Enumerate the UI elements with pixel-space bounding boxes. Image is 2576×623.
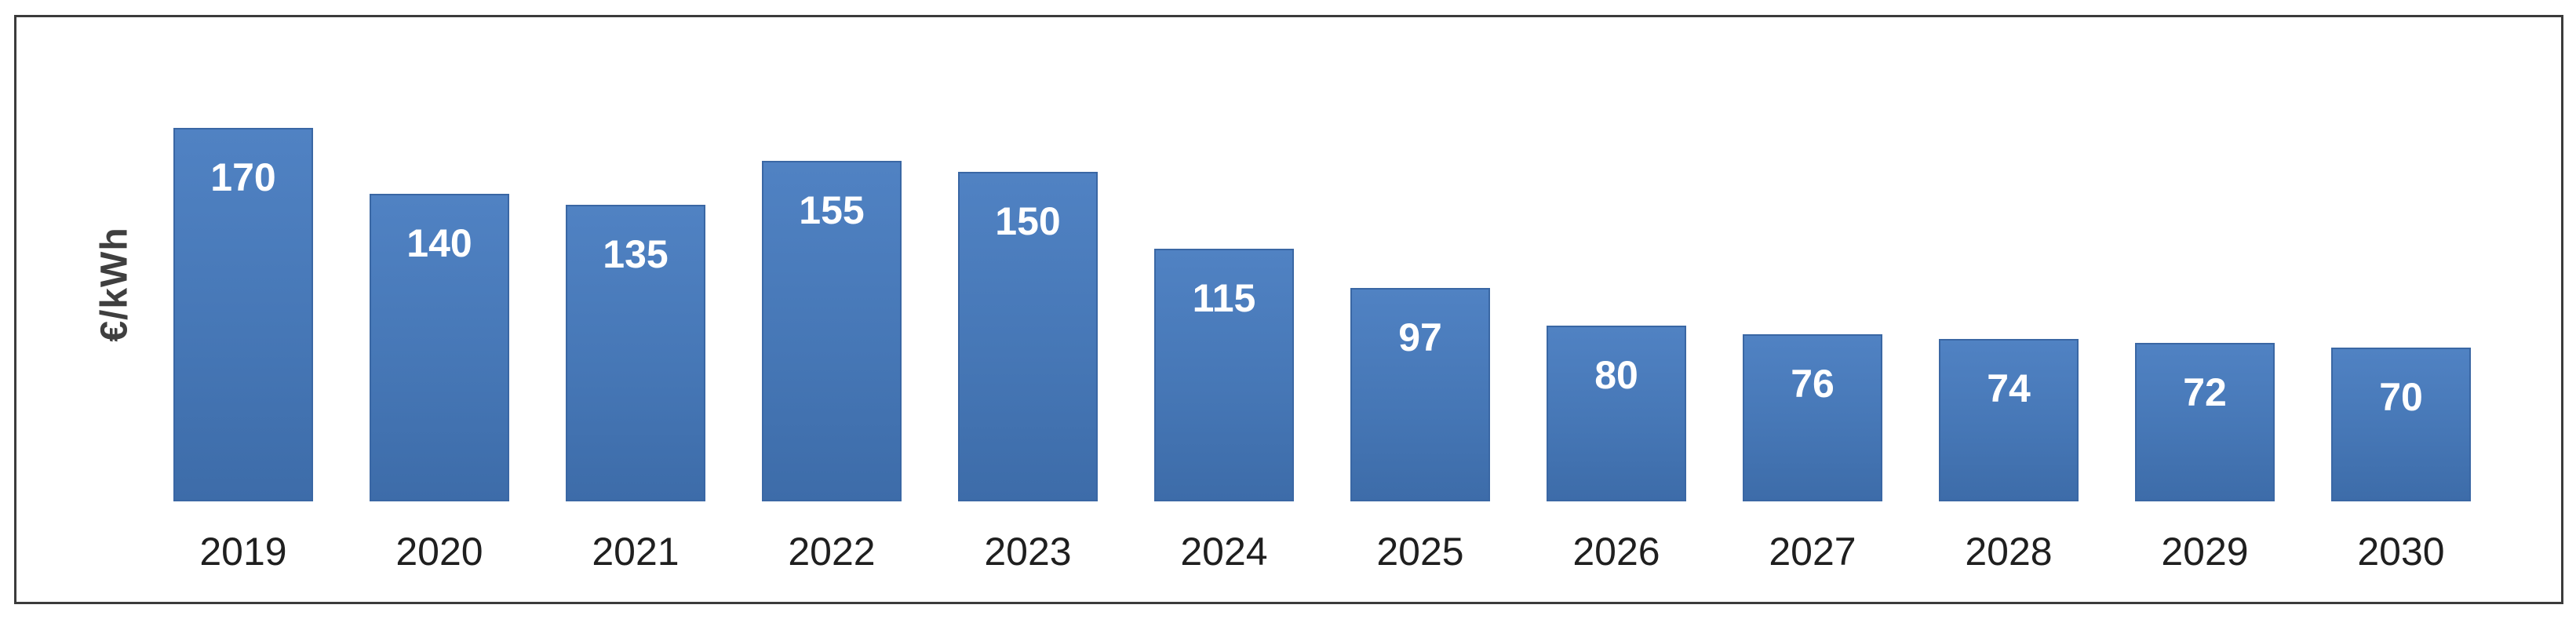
x-axis-tick-label: 2022 xyxy=(788,530,876,574)
bar: 170 xyxy=(173,128,313,501)
bar: 115 xyxy=(1154,249,1294,501)
bar-value-label: 140 xyxy=(406,221,472,265)
bar-column: 150 2023 xyxy=(930,17,1126,602)
bar-value-label: 150 xyxy=(995,199,1061,243)
bar-value-label: 72 xyxy=(2183,370,2227,414)
bar: 150 xyxy=(958,172,1098,501)
bar: 155 xyxy=(762,161,902,501)
x-axis-tick-label: 2030 xyxy=(2357,530,2445,574)
bar-column: 72 2029 xyxy=(2107,17,2303,602)
bar-value-label: 76 xyxy=(1791,362,1835,406)
bar-value-label: 135 xyxy=(603,232,669,276)
x-axis-tick-label: 2024 xyxy=(1180,530,1268,574)
plot-area: 170 2019 140 2020 135 2021 155 2022 150 … xyxy=(145,17,2499,602)
bar-value-label: 155 xyxy=(799,188,865,232)
bar-column: 80 2026 xyxy=(1518,17,1714,602)
x-axis-tick-label: 2028 xyxy=(1965,530,2053,574)
bar: 74 xyxy=(1939,339,2079,501)
bar: 97 xyxy=(1350,288,1490,501)
bar-column: 155 2022 xyxy=(734,17,930,602)
x-axis-tick-label: 2021 xyxy=(592,530,680,574)
bar-column: 70 2030 xyxy=(2303,17,2499,602)
x-axis-tick-label: 2023 xyxy=(984,530,1072,574)
bar: 76 xyxy=(1743,334,1882,501)
bar-column: 74 2028 xyxy=(1911,17,2107,602)
bar-value-label: 74 xyxy=(1987,366,2031,410)
bar: 140 xyxy=(370,194,509,501)
bar-column: 140 2020 xyxy=(341,17,537,602)
x-axis-tick-label: 2020 xyxy=(395,530,483,574)
bar-column: 135 2021 xyxy=(537,17,734,602)
chart-frame: €/kWh 170 2019 140 2020 135 2021 155 202… xyxy=(14,15,2563,604)
bar: 135 xyxy=(566,205,705,501)
bar-value-label: 80 xyxy=(1594,353,1638,397)
x-axis-tick-label: 2026 xyxy=(1572,530,1660,574)
x-axis-tick-label: 2019 xyxy=(199,530,287,574)
bar-column: 97 2025 xyxy=(1322,17,1518,602)
bar: 70 xyxy=(2331,348,2471,501)
bar: 72 xyxy=(2135,343,2275,501)
y-axis-label-text: €/kWh xyxy=(93,226,136,342)
x-axis-tick-label: 2025 xyxy=(1376,530,1464,574)
bar-value-label: 170 xyxy=(210,155,276,199)
x-axis-tick-label: 2029 xyxy=(2161,530,2249,574)
bar-column: 115 2024 xyxy=(1126,17,1322,602)
bar-value-label: 70 xyxy=(2379,375,2423,419)
bar-value-label: 115 xyxy=(1192,276,1256,320)
bar: 80 xyxy=(1547,326,1686,501)
x-axis-tick-label: 2027 xyxy=(1769,530,1856,574)
bar-value-label: 97 xyxy=(1398,315,1442,359)
bar-column: 76 2027 xyxy=(1714,17,1911,602)
bar-column: 170 2019 xyxy=(145,17,341,602)
